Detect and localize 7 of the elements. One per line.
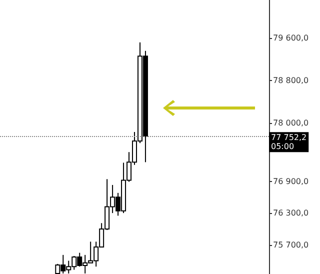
ref-line-label: 77 752,2 05:00 (271, 133, 307, 152)
y-tick-label: 75 700,0 (273, 240, 309, 250)
y-tick-label: 76 300,0 (273, 208, 309, 218)
y-tick-label: 78 800,0 (273, 76, 309, 86)
y-tick-label: 78 000,0 (273, 118, 309, 128)
y-tick-label: 76 900,0 (273, 176, 309, 186)
y-tick-label: 79 600,0 (273, 34, 309, 43)
